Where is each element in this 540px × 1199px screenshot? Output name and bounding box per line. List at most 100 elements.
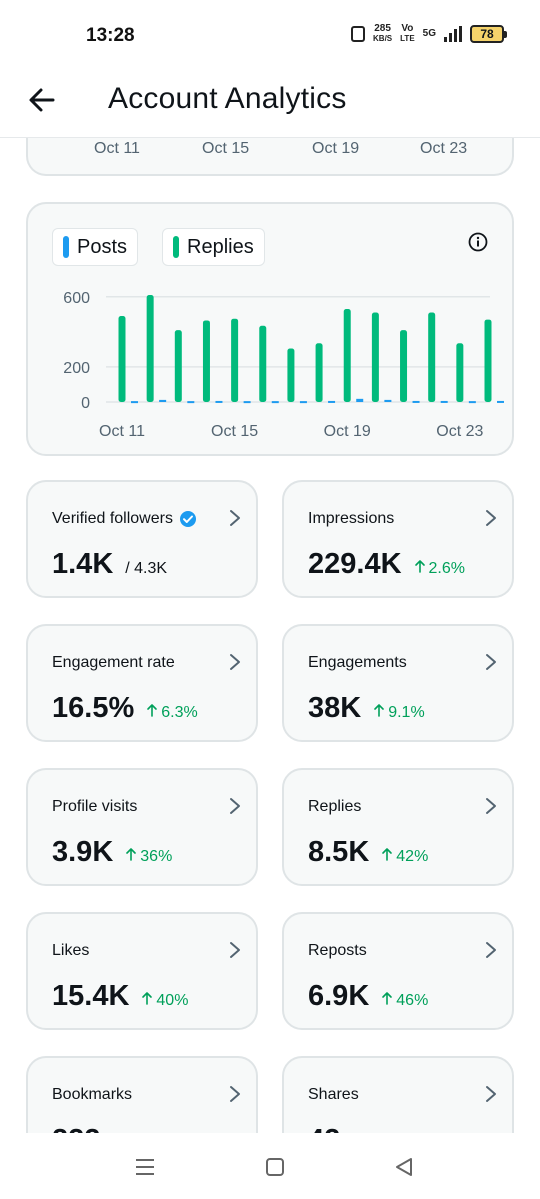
metric-change: 9.1% <box>373 703 425 722</box>
metric-label: Profile visits <box>52 798 137 816</box>
replies-bar <box>231 318 239 402</box>
posts-bar <box>412 400 420 403</box>
metric-label: Verified followers <box>52 510 197 528</box>
x-tick-label: Oct 23 <box>436 423 483 440</box>
info-button[interactable] <box>468 232 488 257</box>
metric-label-text: Replies <box>308 798 362 815</box>
metric-value: 38K <box>308 692 362 724</box>
home-square-icon <box>266 1158 284 1176</box>
metric-card[interactable]: Reposts 6.9K 46% <box>282 912 514 1030</box>
arrow-up-icon <box>374 704 385 717</box>
metric-change: 36% <box>125 847 172 866</box>
home-button[interactable] <box>263 1155 287 1179</box>
net-speed-value: 285 <box>374 23 391 34</box>
back-triangle-icon <box>396 1158 412 1176</box>
replies-bar <box>400 330 408 402</box>
net-speed: 285 KB/S <box>373 24 392 44</box>
chevron-right-icon <box>486 1086 496 1102</box>
posts-bar <box>187 401 195 404</box>
metric-change-value: 42% <box>396 848 429 865</box>
system-nav-bar <box>0 1133 540 1199</box>
posts-swatch <box>63 236 69 258</box>
volte-icon: Vo LTE <box>400 24 415 44</box>
arrow-up-icon <box>382 848 393 861</box>
replies-bar <box>371 312 379 402</box>
metric-label: Bookmarks <box>52 1086 132 1104</box>
axis-label: Oct 19 <box>312 140 360 157</box>
metric-change-value: 40% <box>156 992 189 1009</box>
y-tick-label: 600 <box>63 290 90 307</box>
legend-posts-label: Posts <box>77 235 128 258</box>
metric-card[interactable]: Engagements 38K 9.1% <box>282 624 514 742</box>
y-tick-label: 200 <box>63 360 90 377</box>
metric-card[interactable]: Engagement rate 16.5% 6.3% <box>26 624 258 742</box>
metric-value: 8.5K <box>308 836 370 868</box>
metric-card[interactable]: Replies 8.5K 42% <box>282 768 514 886</box>
status-bar: 13:28 285 KB/S Vo LTE 5G 78 <box>0 0 540 70</box>
chart-legend: Posts Replies <box>52 228 265 266</box>
axis-label: Oct 15 <box>202 140 250 157</box>
arrow-up-icon <box>142 992 153 1005</box>
y-tick-label: 0 <box>81 395 90 412</box>
posts-bar <box>271 401 279 404</box>
metric-card[interactable]: Likes 15.4K 40% <box>26 912 258 1030</box>
posts-bar <box>243 401 251 404</box>
replies-bar <box>287 348 295 402</box>
replies-bar <box>174 330 182 402</box>
activity-chart-card: Posts Replies 0 200 600 Oct 11 Oct 15 Oct 19 O… <box>26 202 514 456</box>
replies-bar <box>202 320 210 402</box>
metric-label: Shares <box>308 1086 359 1104</box>
metric-change: 40% <box>141 991 188 1010</box>
metric-value: 1.4K <box>52 548 114 580</box>
metric-label: Likes <box>52 942 89 960</box>
metric-value: 6.9K <box>308 980 370 1012</box>
system-back-button[interactable] <box>392 1155 416 1179</box>
volte-top: Vo <box>401 23 414 34</box>
legend-replies[interactable]: Replies <box>162 228 265 266</box>
posts-bar <box>468 401 476 404</box>
metric-change-value: 6.3% <box>161 704 198 721</box>
metric-label-text: Profile visits <box>52 798 138 815</box>
metric-value-row: 229.4K 2.6% <box>308 548 465 581</box>
posts-bar <box>356 398 364 402</box>
replies-bar <box>428 312 436 402</box>
axis-label: Oct 23 <box>420 140 468 157</box>
posts-bar <box>215 400 223 403</box>
metric-label-text: Impressions <box>308 510 395 527</box>
back-button[interactable] <box>24 82 60 118</box>
arrow-left-icon <box>29 88 55 112</box>
app-header: Account Analytics <box>0 70 540 138</box>
status-time: 13:28 <box>86 25 135 46</box>
x-tick-label: Oct 15 <box>211 423 258 440</box>
battery-icon: 78 <box>470 25 507 43</box>
posts-bar <box>159 399 167 402</box>
axis-label: Oct 11 <box>94 140 140 157</box>
metric-label-text: Engagements <box>308 654 407 671</box>
recents-button[interactable] <box>133 1155 157 1179</box>
metric-label: Engagements <box>308 654 407 672</box>
verified-badge-icon <box>179 511 196 527</box>
volte-bottom: LTE <box>400 34 415 43</box>
metric-card[interactable]: Profile visits 3.9K 36% <box>26 768 258 886</box>
metric-label: Replies <box>308 798 361 816</box>
metric-card[interactable]: Verified followers 1.4K / 4.3K <box>26 480 258 598</box>
metric-card[interactable]: Impressions 229.4K 2.6% <box>282 480 514 598</box>
metric-label: Engagement rate <box>52 654 175 672</box>
metric-change: 2.6% <box>414 559 465 578</box>
metric-change-value: 2.6% <box>428 560 465 577</box>
posts-bar <box>497 400 504 403</box>
signal-icon <box>444 26 462 42</box>
metric-change: 6.3% <box>146 703 198 722</box>
legend-posts[interactable]: Posts <box>52 228 139 266</box>
page-title: Account Analytics <box>108 82 347 115</box>
metric-change-value: 9.1% <box>388 704 425 721</box>
info-icon <box>468 232 488 252</box>
replies-bar <box>146 295 154 402</box>
posts-bar <box>328 400 336 403</box>
net-speed-unit: KB/S <box>373 34 393 43</box>
chevron-right-icon <box>230 654 240 670</box>
metric-label-text: Engagement rate <box>52 654 175 671</box>
metric-label-text: Likes <box>52 942 90 959</box>
metric-label-text: Verified followers <box>52 510 173 527</box>
posts-bar <box>440 400 448 403</box>
